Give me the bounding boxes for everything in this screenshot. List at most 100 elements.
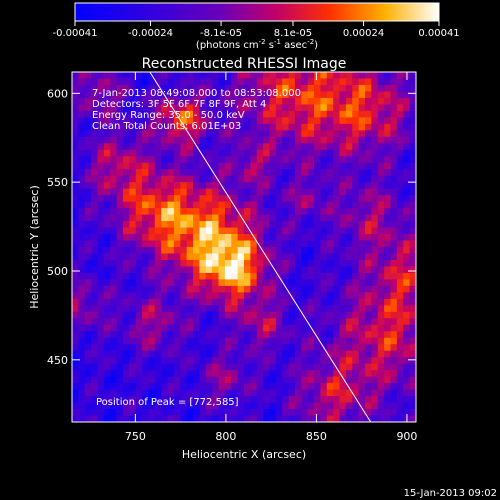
heatmap-cell [135, 188, 143, 196]
heatmap-cell [288, 389, 296, 397]
heatmap-cell [135, 104, 143, 112]
heatmap-cell [212, 350, 220, 358]
heatmap-cell [409, 91, 416, 99]
heatmap-cell [212, 305, 220, 313]
heatmap-cell [256, 221, 264, 229]
heatmap-cell [307, 272, 315, 280]
heatmap-cell [256, 331, 264, 339]
heatmap-cell [244, 344, 251, 352]
heatmap-cell [294, 78, 302, 86]
heatmap-cell [358, 402, 366, 410]
heatmap-cell [250, 104, 258, 112]
heatmap-cell [371, 285, 379, 293]
heatmap-cell [256, 370, 264, 378]
heatmap-cell [390, 376, 398, 384]
heatmap-cell [320, 149, 328, 157]
heatmap-cell [97, 409, 105, 417]
heatmap-cell [180, 305, 188, 313]
heatmap-cell [205, 324, 213, 332]
heatmap-cell [288, 136, 296, 144]
heatmap-cell [186, 402, 194, 410]
heatmap-cell [110, 350, 118, 358]
heatmap-cell [263, 415, 270, 422]
heatmap-cell [282, 130, 290, 138]
heatmap-cell [288, 337, 296, 345]
heatmap-cell [333, 91, 341, 99]
heatmap-cell [403, 149, 411, 157]
heatmap-cell [314, 247, 321, 254]
heatmap-cell [409, 97, 416, 105]
heatmap-cell [129, 175, 137, 183]
heatmap-cell [148, 383, 156, 391]
heatmap-cell [84, 344, 92, 352]
heatmap-cell [409, 389, 416, 397]
heatmap-cell [384, 169, 392, 177]
heatmap-cell [345, 234, 353, 242]
heatmap-cell [199, 298, 207, 306]
heatmap-cell [231, 389, 239, 397]
heatmap-cell [256, 396, 264, 404]
heatmap-cell [301, 195, 309, 203]
heatmap-cell [161, 78, 169, 86]
heatmap-cell [390, 110, 398, 118]
heatmap-cell [263, 396, 270, 404]
heatmap-cell [237, 117, 245, 125]
heatmap-cell [301, 208, 309, 216]
heatmap-cell [358, 240, 366, 248]
heatmap-cell [135, 350, 143, 358]
heatmap-cell [263, 91, 270, 99]
heatmap-cell [97, 247, 105, 254]
heatmap-cell [403, 396, 411, 404]
heatmap-cell [173, 409, 181, 417]
heatmap-cell [409, 376, 416, 384]
heatmap-cell [377, 376, 385, 384]
heatmap-cell [301, 415, 309, 422]
heatmap-cell [224, 214, 232, 222]
heatmap-cell [307, 305, 315, 313]
heatmap-cell [409, 259, 416, 267]
heatmap-cell [333, 227, 341, 235]
heatmap-cell [116, 383, 124, 391]
heatmap-cell [294, 272, 302, 280]
heatmap-cell [326, 415, 334, 422]
heatmap-cell [103, 91, 111, 99]
heatmap-cell [78, 97, 86, 105]
heatmap-cell [390, 363, 398, 371]
heatmap-cell [250, 247, 258, 254]
heatmap-cell [371, 72, 379, 79]
heatmap-cell [72, 376, 79, 384]
heatmap-cell [84, 78, 92, 86]
heatmap-cell [409, 292, 416, 300]
heatmap-cell [250, 376, 258, 384]
heatmap-cell [390, 279, 398, 287]
heatmap-cell [180, 318, 188, 326]
heatmap-cell [377, 253, 385, 261]
heatmap-cell [148, 104, 156, 112]
heatmap-cell [72, 279, 79, 287]
heatmap-cell [193, 97, 200, 105]
heatmap-cell [103, 253, 111, 261]
heatmap-cell [371, 182, 379, 190]
heatmap-cell [103, 175, 111, 183]
colorbar-ticks [74, 21, 440, 26]
heatmap-cell [135, 201, 143, 209]
heatmap-cell [154, 188, 162, 196]
heatmap-cell [154, 272, 162, 280]
heatmap-cell [314, 149, 321, 157]
heatmap-cell [269, 402, 277, 410]
heatmap-cell [314, 182, 321, 190]
heatmap-cell [326, 253, 334, 261]
heatmap-cell [142, 357, 149, 365]
heatmap-cell [135, 324, 143, 332]
heatmap-cell [390, 72, 398, 79]
heatmap-cell [205, 305, 213, 313]
heatmap-cell [288, 214, 296, 222]
heatmap-cell [288, 272, 296, 280]
heatmap-cell [244, 253, 251, 261]
heatmap-cell [180, 188, 188, 196]
heatmap-cell [72, 266, 79, 274]
heatmap-cell [129, 201, 137, 209]
heatmap-cell [390, 227, 398, 235]
heatmap-cell [282, 350, 290, 358]
heatmap-cell [161, 221, 169, 229]
